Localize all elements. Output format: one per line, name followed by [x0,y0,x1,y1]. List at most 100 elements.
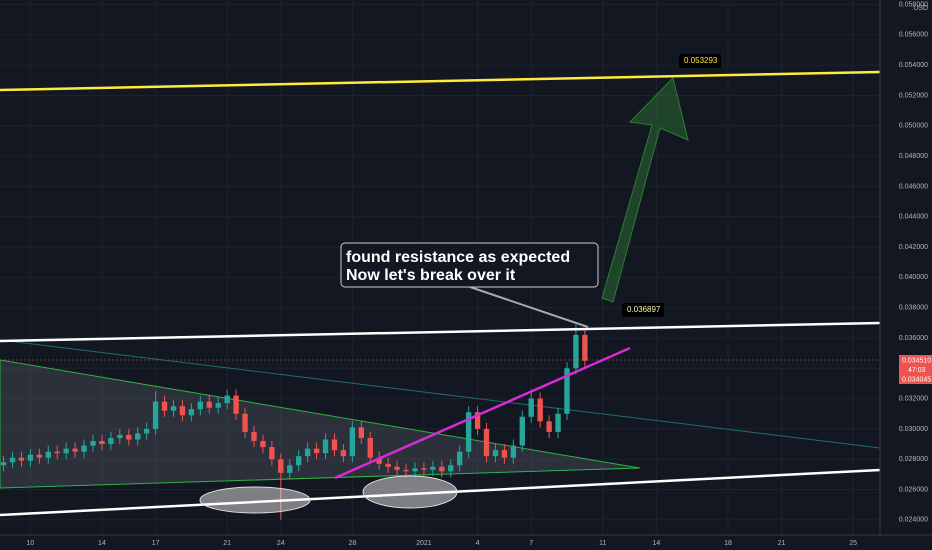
candle-body [483,428,490,457]
currency: USD [913,5,928,12]
axes: 0.024000 0.026000 0.028000 0.030000 0.032000… [27,1,929,546]
candle-body [170,406,177,411]
x-tick-label: 14 [98,540,106,547]
candle-body [376,457,382,464]
candle-body [90,441,96,446]
callout-text: Now let's break over it [346,267,516,284]
y-tick-label: 0.028000 [899,456,928,463]
candle-body [45,451,51,458]
highlight-ellipse [199,486,311,514]
y-tick-label: 0.048000 [899,153,928,160]
arrow [601,77,689,303]
support-line [0,468,881,517]
x-tick-label: 24 [277,540,285,547]
callout-text: found resistance as expected [346,249,570,266]
price-axis [880,0,932,550]
candle-body [331,439,338,451]
x-tick-label: 28 [348,540,356,547]
candle-body [224,395,230,404]
candle-body [465,412,472,452]
candle-body [510,445,517,458]
y-tick-label: 0.044000 [899,214,928,221]
countdown-text: 47:03 [908,367,926,374]
candle-body [322,439,329,454]
y-tick-label: 0.040000 [899,274,928,281]
candle-body [251,431,257,442]
resistance-line [0,321,881,343]
y-tick-label: 0.052000 [899,92,928,99]
candle-body [215,403,221,408]
candle-body [573,334,579,369]
candle-body [188,409,195,416]
candle-body [63,448,69,454]
candle-body [126,434,132,440]
x-tick-label: 10 [27,540,35,547]
triangle-pattern [0,359,641,489]
candle-body [313,448,320,454]
highlight-ellipse [362,475,458,509]
candle-body [72,448,78,452]
candle-body [430,466,436,470]
x-tick-label: 17 [152,540,160,547]
x-tick-label: 11 [599,540,606,547]
candle-body [135,433,141,440]
candle-body [304,448,311,457]
y-tick-label: 0.030000 [899,426,928,433]
countdown-tag [899,365,932,374]
x-tick-label: 21 [778,540,786,547]
candle-body [519,416,525,446]
candle-body [582,334,588,361]
x-tick-label: 21 [223,540,231,547]
y-tick-label: 0.032000 [899,395,928,402]
candle-body [528,398,534,417]
candle-body [36,454,43,458]
y-tick-label: 0.036000 [899,335,928,342]
y-tick-label: 0.056000 [899,32,928,39]
candle-body [152,401,159,429]
candle-body [501,450,508,458]
candle-body [403,469,409,472]
candle-body [269,447,275,460]
candle-body [394,466,400,470]
callout-box [340,242,599,288]
candle-body [233,395,239,414]
candle-body [456,451,463,466]
candle-body [474,412,481,429]
x-tick-label: 25 [849,540,857,547]
candle-body [117,434,123,439]
candle-body [555,413,561,432]
candle-body [296,456,302,466]
candle-body [99,441,105,445]
resistance-label: 0.036897 [627,305,661,314]
price-tag-text: 0.034045 [902,376,931,383]
candle-body [492,450,499,457]
y-tick-label: 0.054000 [899,62,928,69]
candle-body [385,463,391,467]
candle-body [412,468,418,472]
candle-body [564,368,570,414]
candle-body [54,451,60,454]
target-line [0,70,881,92]
candle-body [18,457,25,461]
y-tick-label: 0.050000 [899,123,928,130]
x-tick-label: 7 [529,540,533,547]
resistance-label-box [622,303,664,317]
candle-body [206,401,212,408]
candle-body [340,450,347,457]
candle-body [278,459,284,473]
candles [0,324,588,520]
y-tick-label: 0.058000 [899,1,928,8]
channel-line [334,346,631,480]
candle-body [358,427,364,439]
candle-body [108,438,114,445]
candle-body [161,401,168,411]
target-label: 0.053293 [684,56,718,65]
y-tick-label: 0.042000 [899,244,928,251]
price-tag [899,374,932,384]
x-tick-label: 18 [724,540,732,547]
price-tag-text: 0.034510 [902,357,931,364]
y-tick-label: 0.038000 [899,305,928,312]
callout-leader [469,286,589,328]
